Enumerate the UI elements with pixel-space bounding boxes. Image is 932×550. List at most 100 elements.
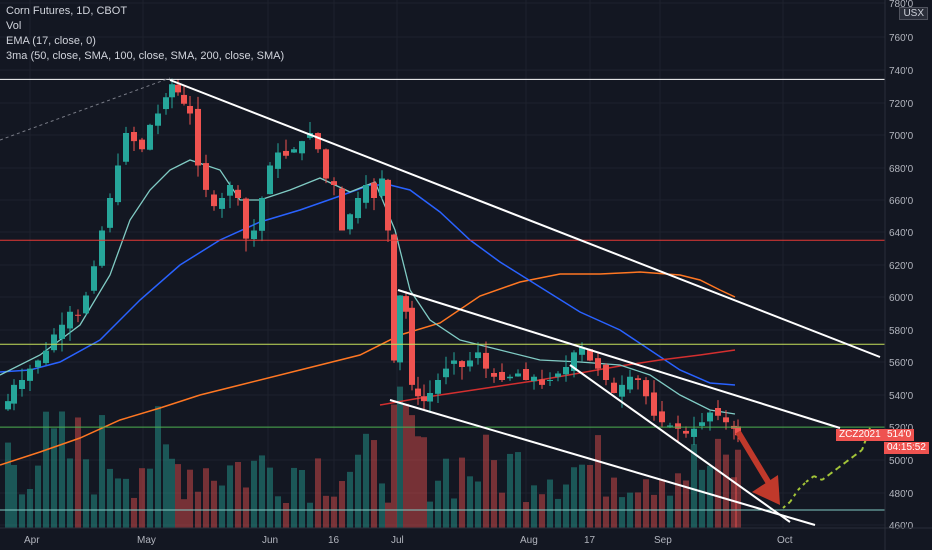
- volume-bar: [139, 468, 145, 528]
- legend-title[interactable]: Corn Futures, 1D, CBOT: [6, 5, 128, 17]
- volume-bar: [331, 496, 337, 528]
- candle-body: [187, 105, 193, 114]
- legend-vol[interactable]: Vol: [6, 20, 22, 32]
- volume-bar: [579, 464, 585, 528]
- volume-bar: [667, 495, 673, 528]
- unit-label[interactable]: USX: [899, 7, 928, 20]
- candle-body: [379, 178, 385, 196]
- volume-bar: [415, 436, 421, 528]
- volume-bar: [43, 411, 49, 528]
- candle-body: [181, 94, 187, 104]
- time-tick-label: Apr: [24, 535, 40, 546]
- volume-bar: [735, 449, 741, 528]
- volume-bar: [163, 444, 169, 528]
- candle-body: [683, 430, 689, 434]
- volume-bar: [169, 458, 175, 528]
- candle-body: [91, 266, 97, 291]
- candle-body: [147, 124, 153, 150]
- candle-body: [659, 411, 665, 423]
- volume-bar: [27, 488, 33, 528]
- candle-body: [435, 380, 441, 394]
- volume-bar: [243, 487, 249, 528]
- candle-body: [211, 194, 217, 207]
- ema-line: [0, 159, 736, 415]
- candle-body: [611, 382, 617, 393]
- candle-body: [451, 360, 457, 364]
- volume-bar: [659, 479, 665, 528]
- candle-body: [563, 367, 569, 375]
- candle-body: [355, 198, 361, 219]
- volume-bar: [409, 415, 415, 528]
- time-tick-label: Oct: [777, 535, 793, 546]
- candle-body: [635, 378, 641, 380]
- candle-body: [347, 214, 353, 230]
- volume-bar: [67, 458, 73, 528]
- candle-body: [627, 376, 633, 390]
- candle-body: [203, 163, 209, 190]
- candle-body: [27, 368, 33, 381]
- volume-bar: [435, 480, 441, 528]
- candle-body: [579, 347, 585, 355]
- projection-segment: [821, 473, 831, 481]
- volume-bar: [691, 444, 697, 528]
- candle-body: [459, 361, 465, 367]
- candle-body: [5, 401, 11, 410]
- candle-body: [651, 392, 657, 416]
- candle-body: [59, 324, 65, 339]
- candle-body: [35, 360, 41, 368]
- volume-bar: [391, 404, 397, 528]
- price-tick-label: 660'0: [889, 196, 914, 207]
- candle-body: [371, 182, 377, 198]
- volume-bar: [443, 458, 449, 528]
- candle-body: [227, 185, 233, 196]
- volume-bar: [547, 479, 553, 528]
- candle-body: [539, 379, 545, 385]
- candle-body: [123, 133, 129, 162]
- candle-body: [19, 380, 25, 389]
- price-tick-label: 720'0: [889, 99, 914, 110]
- volume-bar: [99, 415, 105, 528]
- candle-body: [155, 113, 161, 126]
- candle-body: [51, 334, 57, 351]
- volume-bar: [59, 411, 65, 528]
- volume-bar: [531, 485, 537, 528]
- candle-body: [547, 380, 553, 381]
- ma100-line: [0, 271, 736, 466]
- volume-bar: [515, 452, 521, 528]
- candle-body: [397, 295, 403, 363]
- volume-bar: [355, 454, 361, 528]
- candle-body: [323, 149, 329, 179]
- projection-segment: [845, 455, 855, 463]
- candle-body: [315, 133, 321, 150]
- volume-bar: [723, 454, 729, 528]
- volume-bar: [83, 459, 89, 528]
- candle-body: [195, 108, 201, 166]
- volume-bar: [339, 481, 345, 528]
- volume-bar: [155, 406, 161, 528]
- legend-ema[interactable]: EMA (17, close, 0): [6, 35, 96, 47]
- volume-bar: [259, 455, 265, 528]
- trendline-channel-top: [397, 289, 841, 429]
- candle-body: [339, 188, 345, 231]
- candle-body: [139, 139, 145, 150]
- price-tick-label: 540'0: [889, 391, 914, 402]
- volume-bar: [211, 480, 217, 528]
- candle-body: [131, 131, 137, 142]
- volume-bar: [397, 386, 403, 528]
- volume-bar: [371, 440, 377, 528]
- projection-segment: [797, 481, 807, 491]
- candle-body: [99, 230, 105, 266]
- projection-segment: [829, 467, 839, 475]
- legend-3ma[interactable]: 3ma (50, close, SMA, 100, close, SMA, 20…: [6, 50, 285, 62]
- price-tick-label: 500'0: [889, 456, 914, 467]
- candle-body: [475, 352, 481, 359]
- volume-bar: [203, 468, 209, 528]
- candle-body: [403, 296, 409, 312]
- volume-bar: [175, 464, 181, 528]
- candle-body: [283, 150, 289, 156]
- candle-body: [67, 311, 73, 329]
- volume-bar: [115, 478, 121, 528]
- time-tick-label: 17: [584, 535, 596, 546]
